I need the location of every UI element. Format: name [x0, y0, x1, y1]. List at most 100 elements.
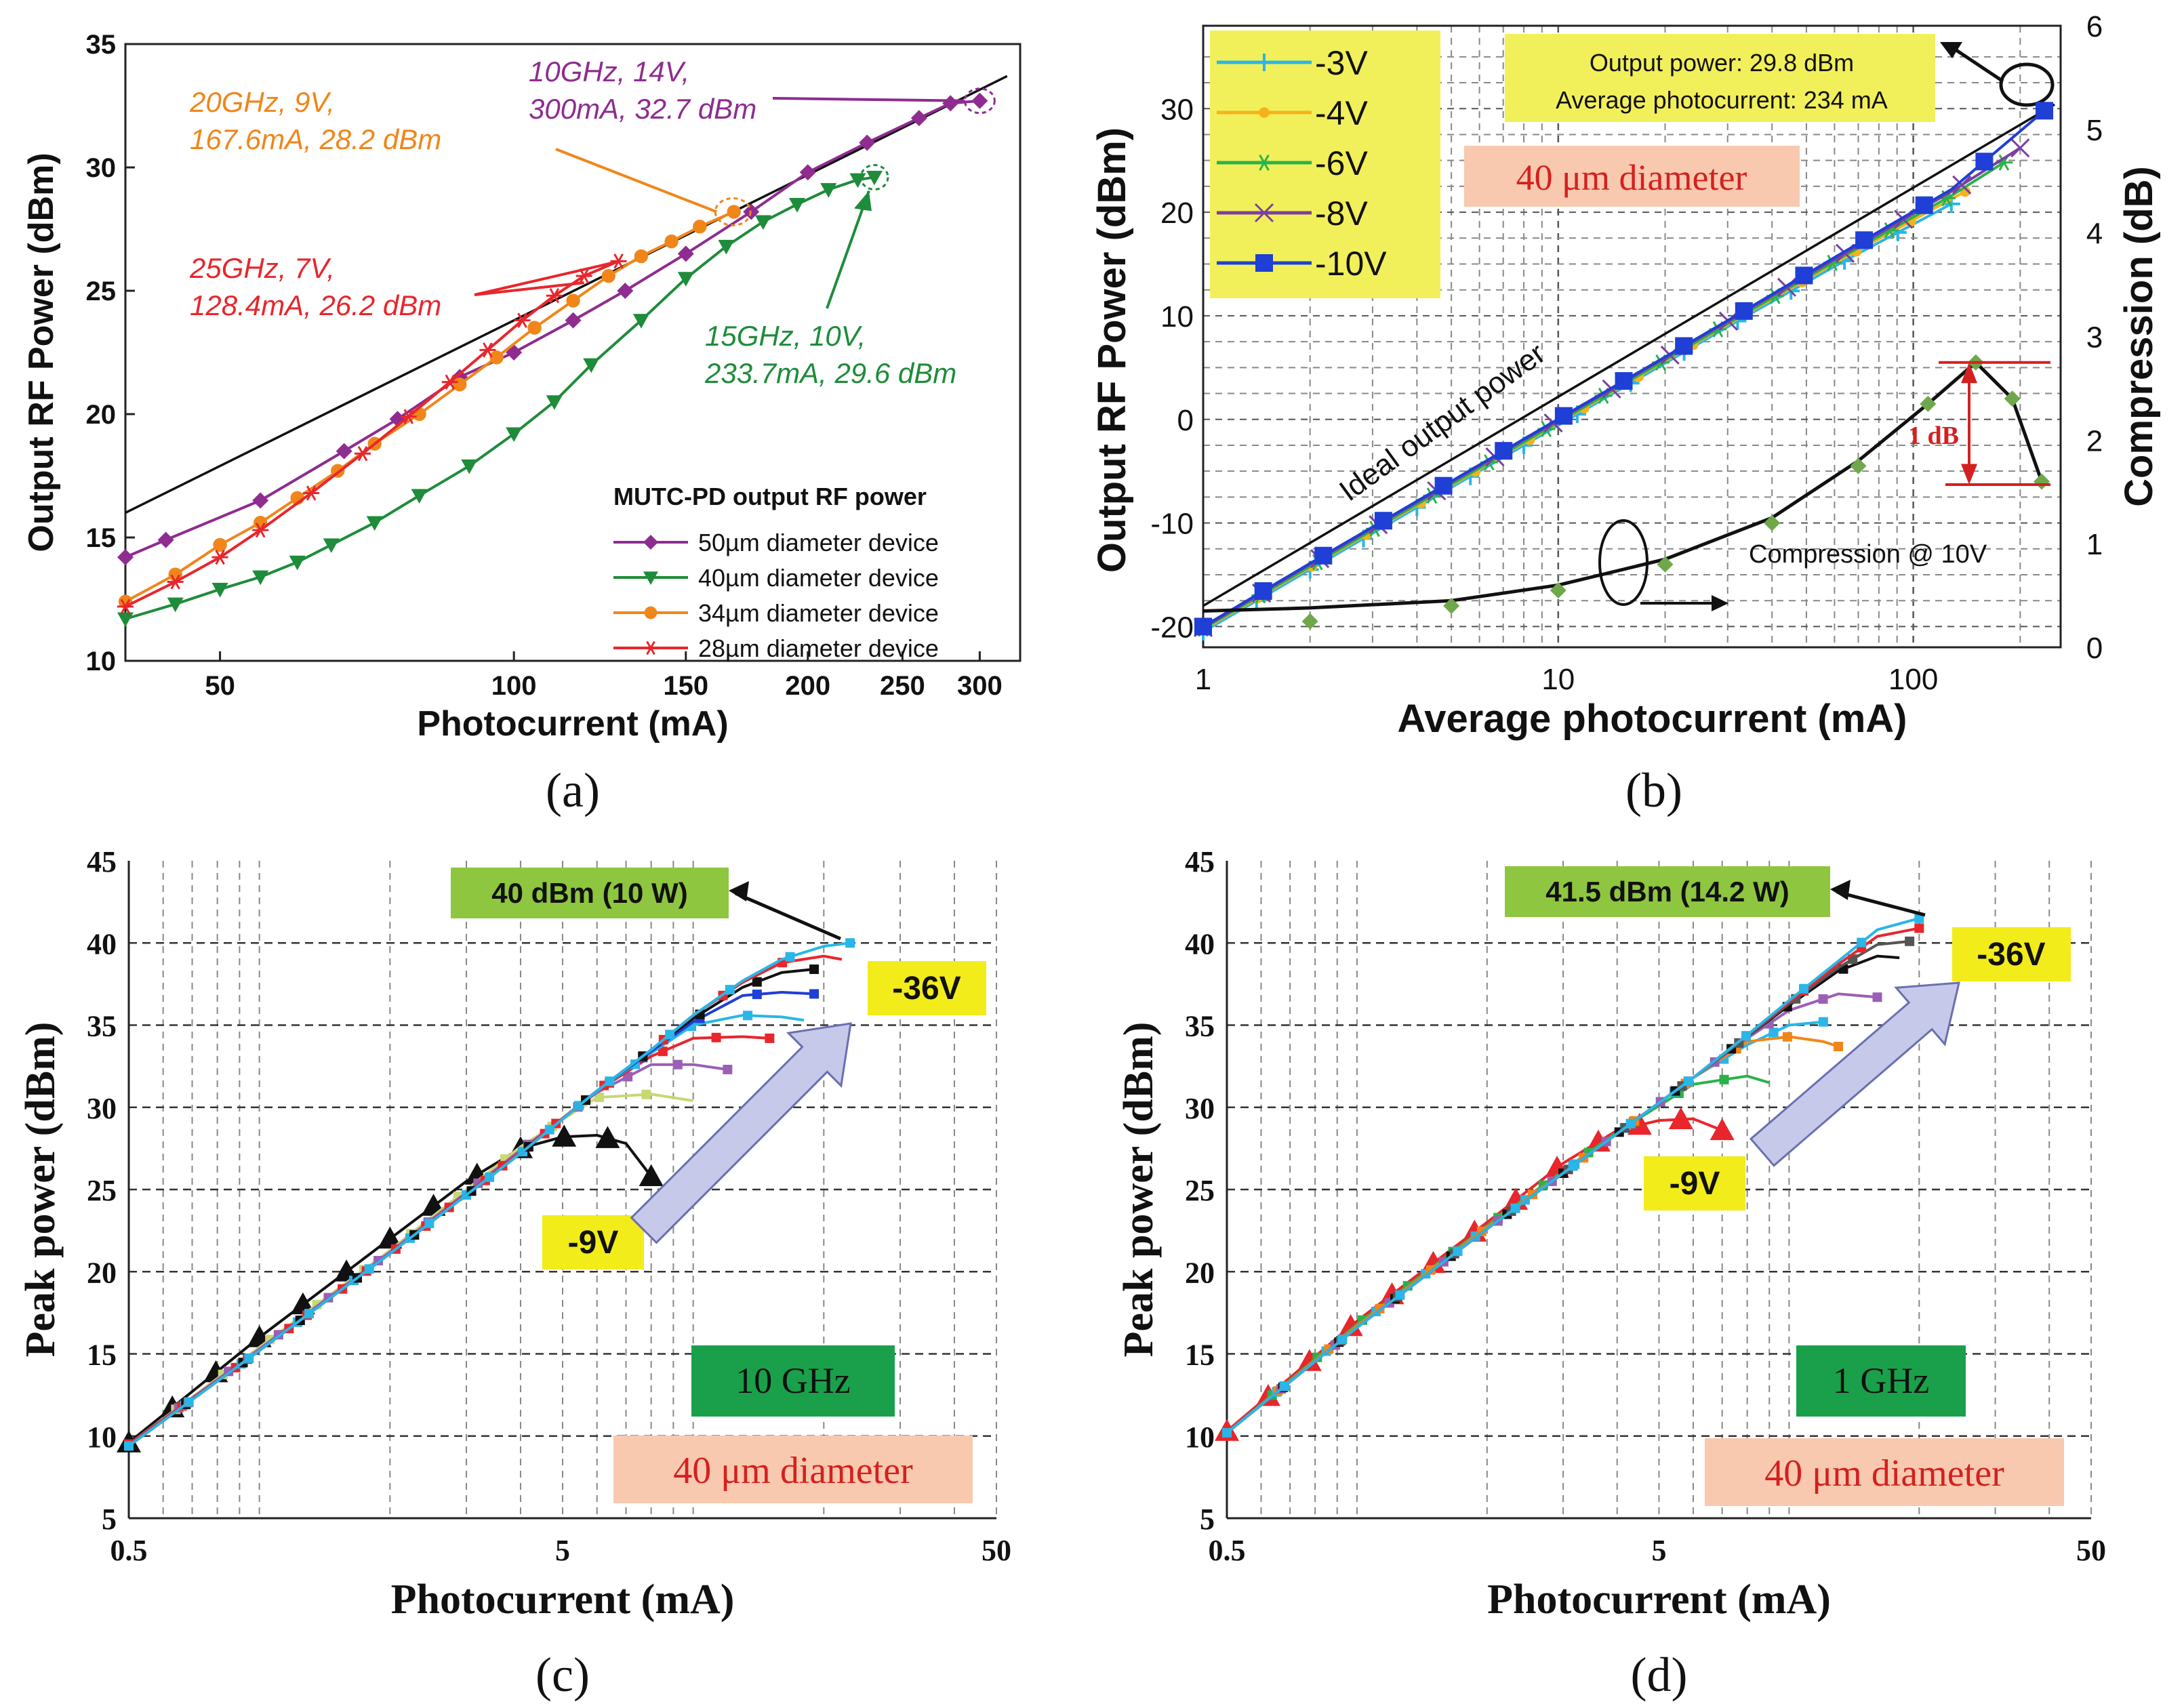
arrow-head: [1961, 362, 1977, 384]
series-a-1-point: [289, 555, 306, 571]
series-d-2-line: [1226, 1020, 1824, 1434]
y-tick-label: 10: [1160, 300, 1194, 333]
x-axis-label: Photocurrent (mA): [417, 704, 728, 744]
series-b-4-point: [1615, 372, 1633, 390]
arrow-head: [1961, 464, 1977, 485]
y-tick-label: 35: [86, 30, 117, 60]
legend-marker: [1259, 107, 1270, 118]
x-tick-label: 200: [785, 671, 830, 701]
series-a-2-point: [693, 220, 707, 234]
series-c-1-point: [641, 1089, 651, 1099]
series-a-1-point: [211, 582, 228, 598]
annotation-arrow: [555, 148, 717, 214]
series-d-2-point: [1818, 1017, 1828, 1027]
y-tick-label: 0: [1177, 404, 1194, 437]
y-tick-label: 20: [1160, 197, 1194, 230]
diameter-box: [1464, 146, 1800, 207]
legend: MUTC-PD output RF power 50µm diameter dev…: [613, 483, 939, 662]
annotation-text: 167.6mA, 28.2 dBm: [190, 123, 441, 155]
panel-label: (d): [1631, 1648, 1688, 1702]
annotation-text: Output power: 29.8 dBm: [1590, 49, 1854, 77]
x-tick-label: 5: [1652, 1534, 1667, 1567]
series-a-1-point: [366, 516, 383, 531]
y-tick-label: 30: [86, 153, 117, 183]
series-a-1-point: [411, 489, 428, 504]
arrow-head: [1830, 880, 1851, 900]
series-d-3-point: [1834, 1042, 1844, 1052]
series-c-5-point: [752, 990, 762, 1000]
series-c-2-point: [672, 1059, 683, 1070]
series-b-4-point: [2036, 102, 2054, 120]
y-tick-label: 40: [87, 927, 117, 960]
annotation-text: 10GHz, 14V,: [529, 56, 689, 87]
compression-fit: [1202, 360, 2044, 613]
x-tick-label: 0.5: [110, 1534, 148, 1567]
series-a-3-point: [303, 485, 320, 501]
annotation-arrow: [1836, 890, 1926, 917]
series-a-2-point: [453, 378, 467, 392]
series-a-1-line: [125, 176, 875, 621]
legend-label: -3V: [1315, 44, 1368, 82]
series-d-8-point: [1741, 1031, 1751, 1041]
diameter-label: 40 μm diameter: [1516, 157, 1747, 198]
panel-label: (c): [535, 1648, 590, 1702]
series-c-8-point: [304, 1309, 315, 1319]
series-c-8-point: [184, 1397, 194, 1407]
y2-tick-label: 6: [2086, 10, 2103, 43]
diameter-box: [613, 1436, 973, 1503]
series-a-0-point: [942, 95, 959, 112]
series-a-3-point: [479, 342, 496, 358]
y-tick-label: 45: [1185, 845, 1215, 878]
series-c-8-point: [665, 1030, 675, 1040]
legend-label: 50µm diameter device: [698, 529, 939, 556]
y-tick-label: 10: [86, 647, 117, 676]
series-c-0-point: [378, 1226, 403, 1249]
series-d-8-point: [1510, 1203, 1520, 1213]
annotation-text: 25GHz, 7V,: [189, 252, 335, 284]
compression-point: [2034, 473, 2050, 490]
annotation-text: 15GHz, 10V,: [705, 320, 866, 352]
series-a-1-point: [788, 198, 805, 213]
series-d-8-point: [1337, 1335, 1348, 1345]
voltage-box-36: [868, 961, 986, 1015]
series-a-1-point: [866, 170, 883, 186]
legend-marker: [643, 535, 658, 550]
series-a-3-point: [441, 374, 458, 390]
series-b-4-point: [1554, 407, 1573, 425]
series-c-8-point: [605, 1076, 615, 1086]
voltage-box-9: [1644, 1156, 1745, 1211]
y-axis-label: Output RF Power (dBm): [22, 152, 61, 552]
endpoint-circle: [1999, 62, 2055, 107]
arrow-head: [1712, 595, 1728, 611]
legend-title: MUTC-PD output RF power: [613, 483, 927, 510]
series-c-0-point: [552, 1124, 577, 1147]
series-a-3-point: [546, 288, 563, 304]
db-label: 1 dB: [1908, 422, 1959, 450]
series-a-3-point: [355, 446, 371, 462]
series-d-0-point: [1627, 1112, 1652, 1135]
series-d-6-point: [1905, 936, 1915, 946]
series-d-8-point: [1799, 983, 1809, 994]
compression-point: [1550, 582, 1566, 598]
legend-label: 34µm diameter device: [698, 599, 939, 627]
y-tick-label: 45: [87, 845, 117, 878]
plot-frame: [124, 43, 1022, 662]
series-b-4-point: [1795, 266, 1813, 285]
series-a-0-point: [336, 443, 352, 460]
series-b-4-point: [1194, 617, 1212, 636]
series-d-8-point: [1683, 1076, 1693, 1086]
legend: -3V -4V -6V -8V -10V: [1210, 30, 1440, 298]
y2-tick-label: 5: [2086, 114, 2103, 147]
voltage-label-36: -36V: [1977, 937, 2045, 973]
y-tick-label: 20: [87, 1256, 117, 1289]
series-a-0-point: [910, 110, 927, 127]
series-a-1-point: [252, 570, 269, 586]
y2-axis-label: Compression (dB): [2117, 166, 2161, 507]
series-a-1-point: [323, 538, 340, 553]
y2-tick-label: 1: [2086, 528, 2103, 561]
frequency-label: 10 GHz: [735, 1360, 850, 1401]
series-d-8-point: [1222, 1427, 1232, 1438]
series-d-8-point: [1568, 1161, 1578, 1171]
series-d-4-line: [1226, 992, 1878, 1434]
compression-label: Compression @ 10V: [1749, 540, 1987, 569]
